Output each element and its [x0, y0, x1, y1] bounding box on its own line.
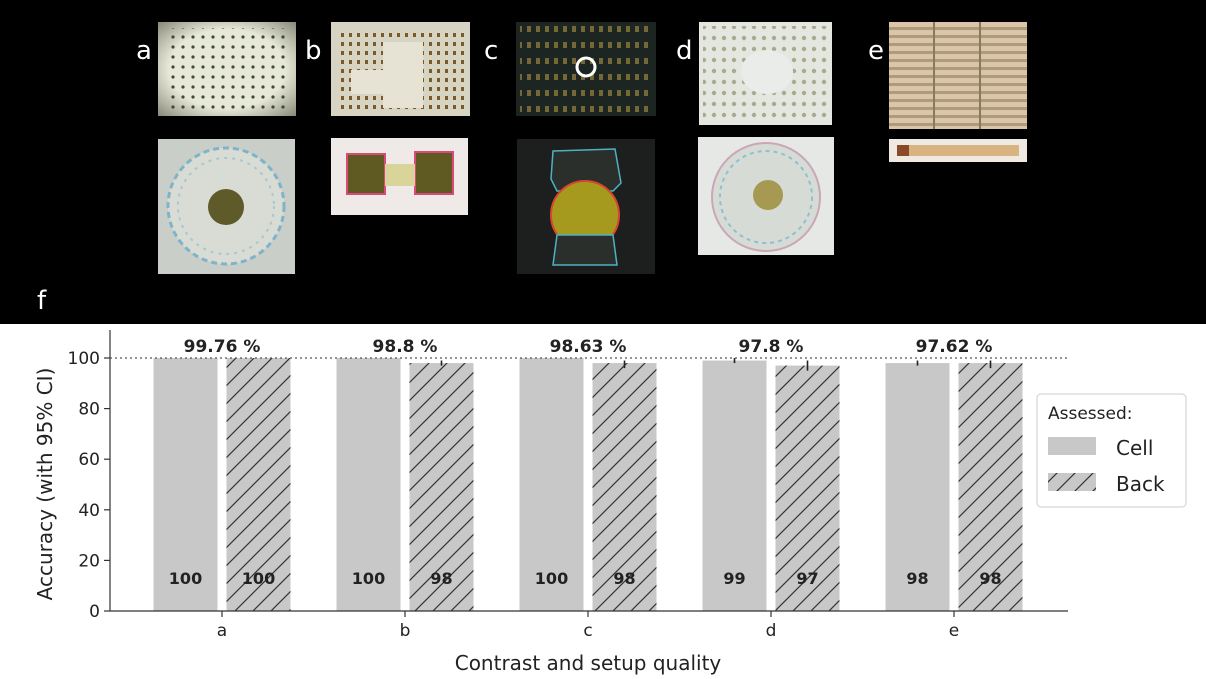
panel-label-e: e: [868, 36, 884, 66]
overall-accuracy-label-d: 97.8 %: [739, 337, 804, 357]
value-label-back-e: 98: [979, 569, 1001, 588]
bar-cell-d: [702, 360, 767, 611]
y-tick-label: 100: [68, 349, 100, 369]
value-label-cell-a: 100: [169, 569, 202, 588]
well-image-d: [698, 137, 834, 255]
y-tick-label: 20: [78, 551, 100, 571]
x-tick-label-e: e: [949, 621, 959, 641]
y-tick-label: 80: [78, 400, 100, 420]
plate-image-b: [331, 22, 470, 116]
panel-label-b: b: [305, 36, 322, 66]
overall-accuracy-label-e: 97.62 %: [916, 337, 993, 357]
y-tick-label: 60: [78, 450, 100, 470]
legend-swatch-back: [1048, 473, 1096, 491]
plate-image-a: [158, 22, 296, 116]
legend-title: Assessed:: [1048, 404, 1133, 424]
x-tick-label-c: c: [583, 621, 592, 641]
value-label-cell-b: 100: [352, 569, 385, 588]
y-tick-label: 0: [89, 602, 100, 622]
value-label-back-d: 97: [796, 569, 818, 588]
x-tick-label-a: a: [217, 621, 227, 641]
y-axis-title: Accuracy (with 95% CI): [33, 368, 57, 601]
plate-image-d: [699, 22, 832, 125]
bar-cell-a: [153, 358, 218, 611]
plate-image-c: [516, 22, 656, 116]
bar-back-e: [958, 363, 1023, 611]
bar-cell-c: [519, 358, 584, 611]
value-label-back-a: 100: [242, 569, 275, 588]
bar-cell-e: [885, 363, 950, 611]
well-image-e: [889, 139, 1027, 162]
x-axis-title: Contrast and setup quality: [455, 651, 722, 675]
bar-back-a: [226, 358, 291, 611]
value-label-cell-d: 99: [723, 569, 745, 588]
labels-layer: 0 20 40 60 80 100 100 100 99.76 % a 100 98 98.8 % b 10…: [68, 337, 1002, 641]
example-images-panel: a b c d e f: [0, 0, 1206, 324]
overall-accuracy-label-b: 98.8 %: [373, 337, 438, 357]
bar-cell-b: [336, 358, 401, 611]
well-image-b: [331, 138, 468, 215]
panel-label-a: a: [136, 36, 152, 66]
well-image-a: [158, 139, 295, 274]
legend-swatch-cell: [1048, 437, 1096, 455]
plate-image-e: [889, 22, 1027, 129]
legend-entry-back: Back: [1116, 472, 1165, 496]
panel-label-d: d: [676, 36, 693, 66]
value-label-back-b: 98: [430, 569, 452, 588]
value-label-cell-e: 98: [906, 569, 928, 588]
value-label-back-c: 98: [613, 569, 635, 588]
x-tick-label-b: b: [400, 621, 411, 641]
axes-layer: [109, 330, 1068, 612]
bars-layer: [153, 358, 1023, 611]
bar-back-c: [592, 363, 657, 611]
panel-label-c: c: [484, 36, 499, 66]
legend-entry-cell: Cell: [1116, 436, 1153, 460]
legend: Assessed: Cell Back: [1036, 393, 1187, 508]
overall-accuracy-label-c: 98.63 %: [550, 337, 627, 357]
well-image-c: [517, 139, 655, 274]
bar-back-b: [409, 363, 474, 611]
x-tick-label-d: d: [766, 621, 777, 641]
panel-label-f: f: [37, 286, 47, 316]
value-label-cell-c: 100: [535, 569, 568, 588]
y-tick-label: 40: [78, 501, 100, 521]
bar-back-d: [775, 365, 840, 611]
overall-accuracy-label-a: 99.76 %: [184, 337, 261, 357]
